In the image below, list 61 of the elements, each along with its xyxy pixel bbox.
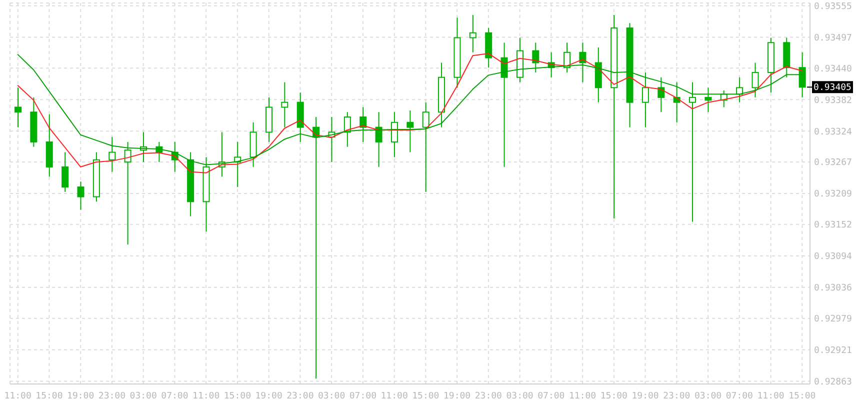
x-tick-label: 03:00	[506, 391, 534, 400]
candlestick	[108, 136, 116, 172]
x-tick-label: 15:00	[412, 391, 440, 400]
y-tick-label: 0.92863	[814, 377, 852, 388]
x-tick-label: 15:00	[788, 391, 816, 400]
x-tick-label: 07:00	[538, 391, 565, 400]
x-tick-label: 19:00	[67, 391, 94, 400]
x-tick-label: 23:00	[286, 391, 314, 400]
candlestick	[77, 181, 84, 210]
x-tick-label: 23:00	[98, 391, 126, 400]
candlestick	[532, 42, 540, 73]
y-tick-label: 0.93555	[814, 2, 852, 12]
candlestick	[14, 87, 22, 128]
candlestick	[360, 106, 367, 142]
x-tick-label: 03:00	[694, 391, 722, 400]
x-tick-label: 11:00	[192, 391, 220, 400]
candlestick	[564, 42, 571, 73]
x-tick-label: 03:00	[130, 391, 157, 400]
y-tick-label: 0.93209	[814, 190, 852, 200]
x-tick-label: 15:00	[600, 391, 628, 400]
y-tick-label: 0.93094	[814, 252, 852, 262]
x-tick-label: 11:00	[757, 391, 784, 400]
candlestick	[658, 76, 665, 113]
x-tick-label: 19:00	[255, 391, 282, 400]
x-tick-label: 11:00	[380, 391, 408, 400]
y-tick-label: 0.92921	[814, 346, 852, 356]
y-tick-label: 0.93497	[814, 33, 852, 44]
y-tick-label: 0.93267	[814, 158, 852, 168]
candlestick	[406, 110, 414, 153]
x-tick-label: 03:00	[318, 391, 346, 400]
candlestick	[62, 152, 69, 192]
x-tick-label: 07:00	[161, 391, 188, 400]
candlestick	[752, 62, 759, 98]
x-tick-label: 23:00	[474, 391, 502, 400]
y-tick-label: 0.93036	[814, 284, 852, 294]
candlestick	[689, 82, 696, 222]
x-tick-label: 23:00	[663, 391, 690, 400]
x-tick-label: 19:00	[632, 391, 659, 400]
y-tick-label: 0.93324	[814, 127, 852, 138]
y-tick-label: 0.92979	[814, 314, 852, 325]
candlestick	[500, 42, 508, 168]
candlestick	[124, 141, 132, 246]
candlestick	[469, 14, 476, 53]
candlestick	[375, 112, 382, 168]
x-tick-label: 11:00	[569, 391, 596, 400]
candlestick	[281, 82, 288, 128]
candlestick	[642, 72, 649, 128]
x-tick-label: 11:00	[4, 391, 32, 400]
x-tick-label: 19:00	[444, 391, 471, 400]
candlestick	[422, 102, 430, 192]
x-tick-label: 15:00	[224, 391, 251, 400]
y-tick-label: 0.93440	[814, 64, 852, 74]
y-tick-label: 0.93152	[814, 220, 852, 231]
y-tick-label: 0.93382	[814, 96, 852, 106]
text: 0.93405	[814, 83, 852, 94]
candlestick	[390, 112, 398, 158]
x-tick-label: 15:00	[36, 391, 63, 400]
x-tick-label: 07:00	[726, 391, 753, 400]
candlestick	[798, 52, 806, 98]
candlestick	[704, 87, 712, 113]
x-tick-label: 07:00	[349, 391, 376, 400]
